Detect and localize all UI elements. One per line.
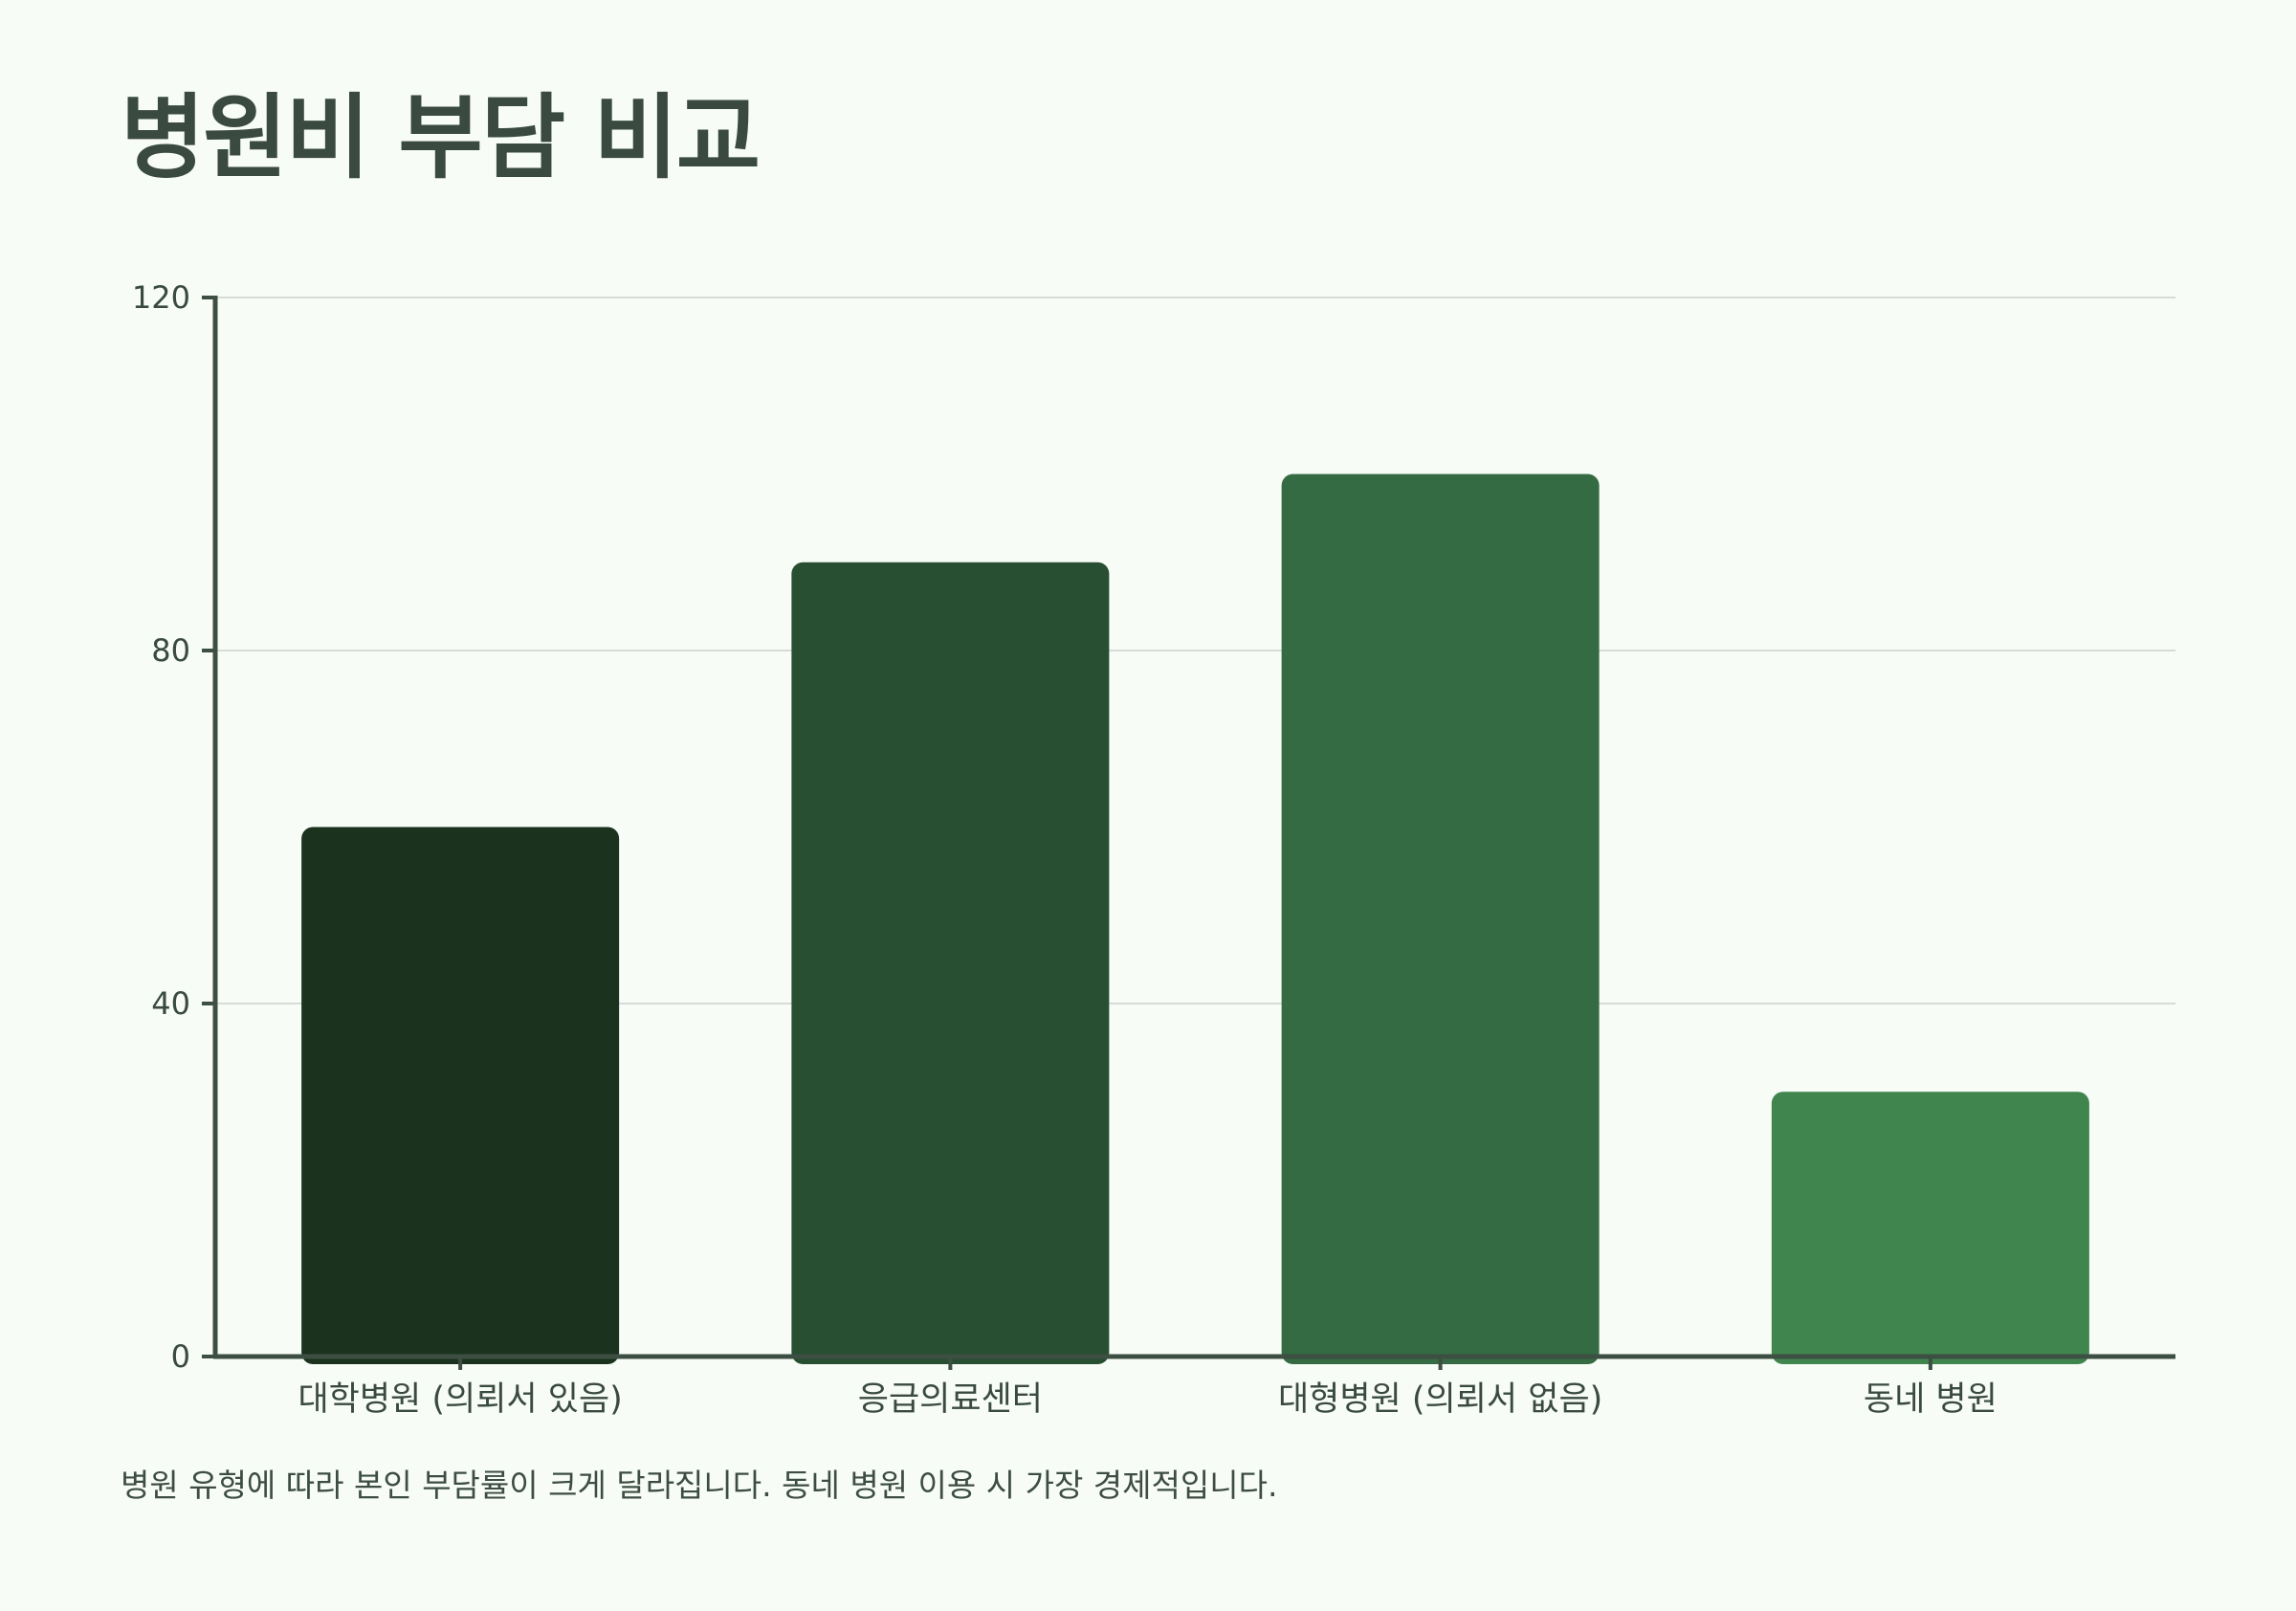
y-tick-label: 0 (171, 1338, 190, 1375)
y-tick-label: 120 (132, 279, 190, 316)
y-tick-label: 40 (151, 985, 190, 1022)
x-tick-label: 대학병원 (의뢰서 있음) (298, 1380, 622, 1419)
chart-title: 병원비 부담 비교 (121, 84, 761, 191)
bar (1771, 1092, 2089, 1364)
x-tick-label: 동네 병원 (1864, 1380, 1998, 1419)
y-tick-label: 80 (151, 632, 190, 669)
x-tick-label: 응급의료센터 (858, 1380, 1043, 1419)
x-tick-label: 대형병원 (의뢰서 없음) (1278, 1380, 1602, 1419)
bar (1281, 474, 1600, 1364)
chart-caption: 병원 유형에 따라 본인 부담률이 크게 달라집니다. 동네 병원 이용 시 가… (121, 1467, 1278, 1504)
bar (791, 562, 1110, 1364)
bar (301, 827, 620, 1364)
